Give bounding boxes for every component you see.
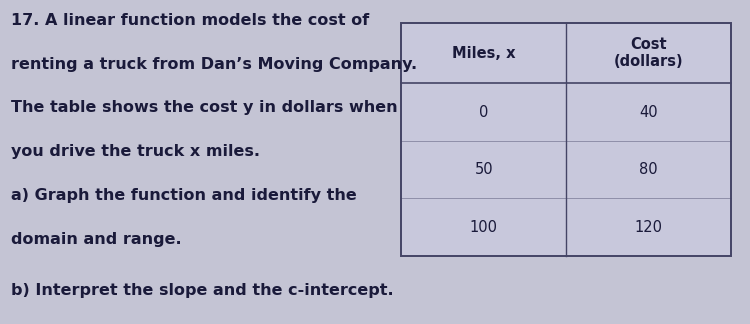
Text: 17. A linear function models the cost of: 17. A linear function models the cost of bbox=[11, 13, 370, 28]
FancyBboxPatch shape bbox=[401, 23, 731, 256]
Text: you drive the truck x miles.: you drive the truck x miles. bbox=[11, 144, 260, 159]
Text: 120: 120 bbox=[634, 220, 663, 235]
Text: 80: 80 bbox=[640, 162, 658, 177]
Text: domain and range.: domain and range. bbox=[11, 232, 181, 247]
Text: a) Graph the function and identify the: a) Graph the function and identify the bbox=[11, 188, 357, 203]
Text: b) Interpret the slope and the c-intercept.: b) Interpret the slope and the c-interce… bbox=[11, 283, 394, 298]
Text: 0: 0 bbox=[479, 105, 488, 120]
Text: Miles, x: Miles, x bbox=[452, 45, 515, 61]
Text: The table shows the cost y in dollars when: The table shows the cost y in dollars wh… bbox=[11, 100, 398, 115]
Text: renting a truck from Dan’s Moving Company.: renting a truck from Dan’s Moving Compan… bbox=[11, 57, 417, 72]
Text: 50: 50 bbox=[475, 162, 493, 177]
Text: 100: 100 bbox=[470, 220, 498, 235]
Text: Cost
(dollars): Cost (dollars) bbox=[614, 37, 683, 69]
Text: 40: 40 bbox=[640, 105, 658, 120]
